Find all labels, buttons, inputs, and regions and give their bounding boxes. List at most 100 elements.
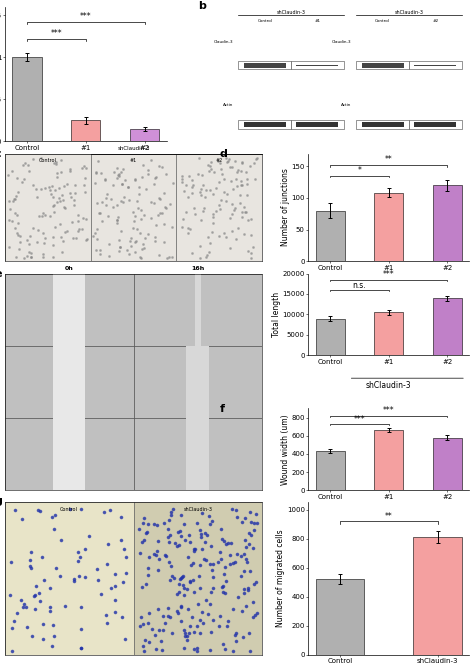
Bar [130, 129, 159, 142]
Text: ***: *** [50, 29, 62, 38]
Bar [53, 418, 85, 490]
Bar [316, 210, 345, 261]
Text: g: g [0, 496, 2, 506]
Bar [433, 438, 462, 490]
Bar [433, 185, 462, 261]
Bar [186, 346, 210, 418]
Bar [316, 451, 345, 490]
Bar [134, 273, 262, 346]
Bar [316, 579, 365, 655]
Bar [12, 57, 42, 142]
Point [365, 164, 373, 174]
Text: Claudin-3: Claudin-3 [214, 40, 233, 44]
Text: n.s.: n.s. [353, 281, 366, 289]
Text: Control: Control [257, 19, 272, 23]
Text: shClaudin-3: shClaudin-3 [63, 174, 109, 182]
Bar [134, 346, 262, 418]
Point [308, 109, 315, 120]
Point [336, 11, 343, 22]
Text: ***: *** [383, 406, 394, 415]
Text: ***: *** [80, 12, 91, 21]
Text: Control: Control [375, 19, 390, 23]
Point [241, 192, 249, 202]
Bar [195, 273, 201, 346]
Text: #2: #2 [216, 158, 223, 163]
Text: 16h: 16h [191, 267, 204, 271]
Text: c: c [0, 149, 1, 159]
Point [308, 172, 315, 182]
Bar [134, 418, 262, 490]
Point [182, 31, 189, 42]
Text: ***: *** [354, 415, 365, 424]
Point [332, 153, 340, 164]
Text: shClaudin-3: shClaudin-3 [366, 516, 411, 525]
Text: shClaudin-3: shClaudin-3 [183, 507, 212, 512]
Bar [71, 120, 100, 142]
Y-axis label: Number of junctions: Number of junctions [281, 168, 290, 246]
Text: #2: #2 [432, 19, 438, 23]
Bar [291, 120, 344, 129]
Bar [316, 319, 345, 355]
Point [199, 544, 206, 554]
Text: shClaudin-3: shClaudin-3 [276, 10, 306, 15]
Text: e: e [0, 269, 2, 279]
Point [270, 31, 277, 41]
Text: Claudin-3: Claudin-3 [332, 40, 351, 44]
Text: f: f [220, 403, 225, 413]
Bar [414, 122, 456, 127]
Bar [296, 122, 338, 127]
Point [258, 90, 266, 101]
Bar [238, 61, 291, 69]
Bar [356, 120, 409, 129]
Text: Control: Control [60, 507, 78, 512]
Bar [5, 273, 134, 346]
Point [293, 139, 301, 150]
Bar [433, 298, 462, 355]
Text: Actin: Actin [223, 103, 233, 107]
Bar [362, 122, 404, 127]
Y-axis label: Wound width (um): Wound width (um) [281, 414, 290, 484]
Bar [409, 120, 462, 129]
Text: #1: #1 [130, 158, 137, 163]
Text: **: ** [385, 512, 392, 520]
Text: d: d [220, 149, 228, 159]
Text: *: * [357, 166, 362, 175]
Point [348, 121, 356, 132]
Point [216, 271, 223, 282]
Bar [374, 430, 403, 490]
Bar [291, 61, 344, 69]
Y-axis label: Total length: Total length [272, 292, 281, 337]
Bar [409, 61, 462, 69]
Point [228, 166, 236, 176]
Text: shClaudin-3: shClaudin-3 [394, 10, 424, 15]
Point [397, 42, 404, 53]
Point [276, 77, 283, 88]
Bar [5, 418, 134, 490]
Text: ***: *** [383, 271, 394, 279]
Bar [186, 418, 210, 490]
Bar [53, 346, 85, 418]
Text: shClaudin-3: shClaudin-3 [366, 291, 411, 301]
Bar [5, 346, 134, 418]
Text: 0h: 0h [65, 267, 73, 271]
Bar [356, 61, 409, 69]
Point [347, 45, 355, 55]
Bar [374, 193, 403, 261]
Bar [53, 273, 85, 346]
Bar [374, 313, 403, 355]
Text: #1: #1 [314, 19, 320, 23]
Point [420, 25, 428, 35]
Point [324, 138, 331, 149]
Point [193, 329, 201, 339]
Text: **: ** [385, 156, 392, 164]
Bar [244, 122, 286, 128]
Text: shClaudin-3: shClaudin-3 [117, 146, 150, 152]
Bar [362, 63, 404, 67]
Point [167, 69, 174, 79]
Point [370, 129, 378, 140]
Point [376, 401, 384, 412]
Point [330, 320, 337, 331]
Point [371, 159, 379, 170]
Point [442, 11, 450, 22]
Bar [238, 120, 291, 129]
